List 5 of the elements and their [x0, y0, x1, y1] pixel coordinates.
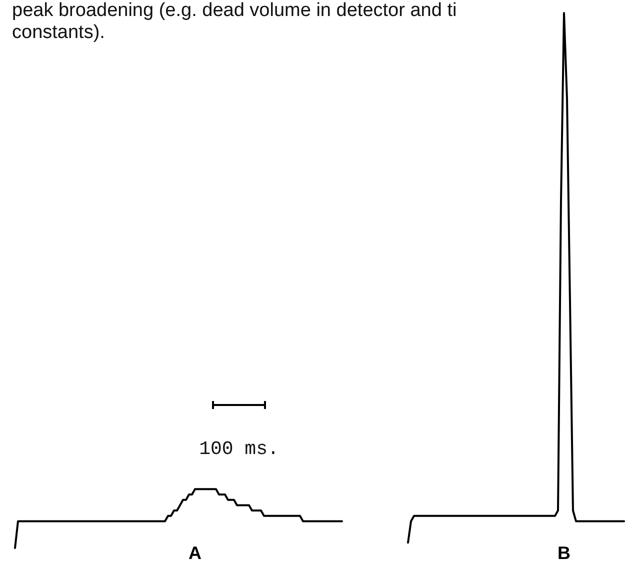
series-label: B — [558, 543, 570, 562]
annotation: peak broadening (e.g. dead volume in detector and ti — [12, 0, 457, 21]
annotation: 100 ms. — [199, 438, 279, 460]
annotation: constants). — [12, 22, 105, 43]
series-label: A — [188, 543, 202, 562]
